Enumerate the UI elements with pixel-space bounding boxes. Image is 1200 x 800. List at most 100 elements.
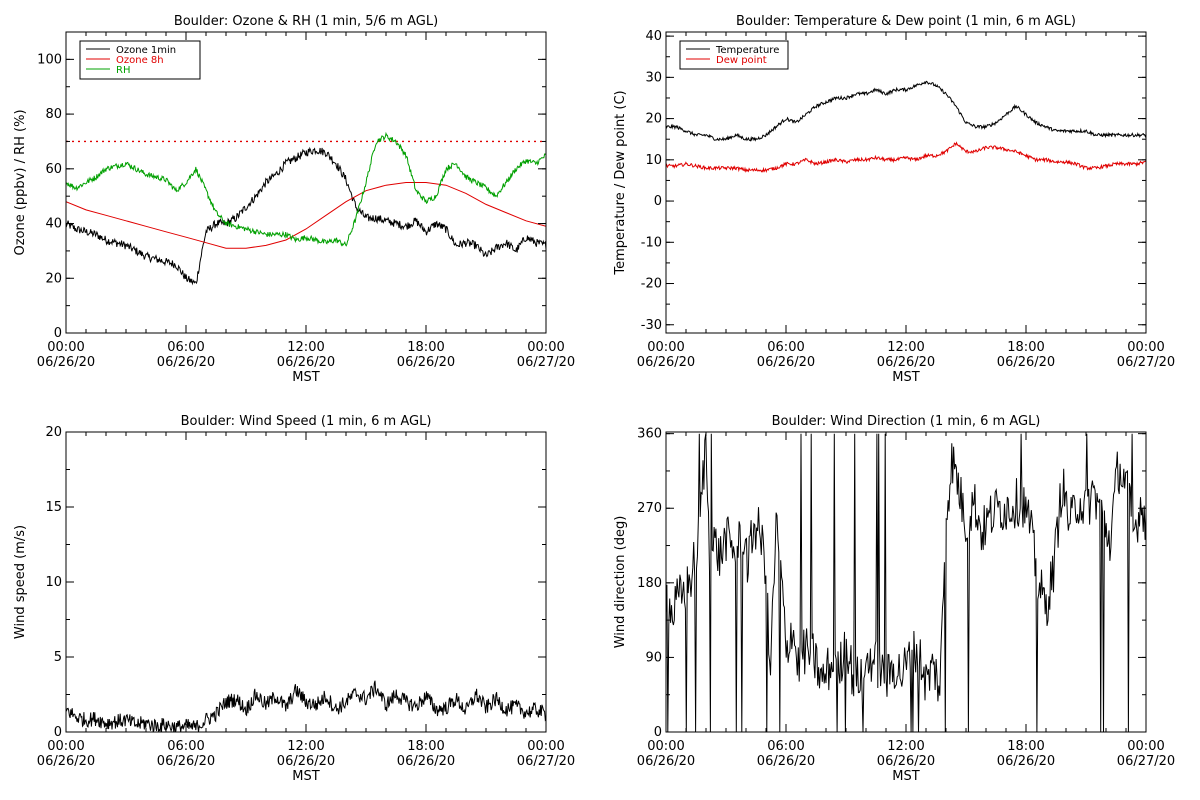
chart-panel-temp_dew: Boulder: Temperature & Dew point (1 min,… xyxy=(613,14,1175,385)
x-tick-date: 06/26/20 xyxy=(157,754,215,769)
series-line-1 xyxy=(66,182,546,249)
chart-title: Boulder: Wind Speed (1 min, 6 m AGL) xyxy=(181,414,432,429)
x-tick-date: 06/26/20 xyxy=(877,754,935,769)
y-tick-label: 0 xyxy=(654,194,662,209)
x-tick-time: 12:00 xyxy=(887,340,924,355)
series-line-0 xyxy=(666,433,1146,732)
y-tick-label: 0 xyxy=(54,326,62,341)
x-tick-time: 12:00 xyxy=(287,340,324,355)
x-tick-date: 06/26/20 xyxy=(637,355,695,370)
plot-frame xyxy=(665,31,1147,334)
x-tick-time: 12:00 xyxy=(287,739,324,754)
x-tick-date: 06/26/20 xyxy=(757,355,815,370)
x-tick-time: 06:00 xyxy=(167,739,204,754)
x-tick-time: 00:00 xyxy=(527,739,564,754)
x-axis-label: MST xyxy=(292,370,319,385)
x-tick-date: 06/26/20 xyxy=(637,754,695,769)
y-tick-label: 20 xyxy=(45,425,62,440)
legend-box xyxy=(679,40,789,70)
y-tick-label: 10 xyxy=(45,575,62,590)
y-axis-label: Wind direction (deg) xyxy=(613,516,628,649)
chart-title: Boulder: Ozone & RH (1 min, 5/6 m AGL) xyxy=(174,14,438,29)
x-tick-date: 06/26/20 xyxy=(757,754,815,769)
series-line-0 xyxy=(66,146,546,286)
y-tick-label: -10 xyxy=(641,235,662,250)
x-tick-time: 00:00 xyxy=(527,340,564,355)
x-tick-date: 06/26/20 xyxy=(997,754,1055,769)
y-tick-label: 0 xyxy=(54,725,62,740)
x-tick-time: 18:00 xyxy=(407,739,444,754)
x-tick-date: 06/26/20 xyxy=(277,754,335,769)
y-tick-label: 5 xyxy=(54,650,62,665)
series-line-2 xyxy=(66,131,546,247)
x-tick-date: 06/26/20 xyxy=(37,754,95,769)
y-tick-label: -20 xyxy=(641,277,662,292)
legend-label: Ozone 8h xyxy=(116,55,164,66)
x-tick-time: 18:00 xyxy=(1007,739,1044,754)
chart-panel-wind_dir: Boulder: Wind Direction (1 min, 6 m AGL)… xyxy=(613,414,1175,784)
series-line-0 xyxy=(666,80,1146,142)
y-tick-label: 20 xyxy=(645,112,662,127)
x-tick-time: 18:00 xyxy=(1007,340,1044,355)
x-tick-time: 00:00 xyxy=(47,739,84,754)
x-tick-date: 06/26/20 xyxy=(397,754,455,769)
plot-frame xyxy=(665,431,1147,733)
y-tick-label: 180 xyxy=(637,576,662,591)
x-tick-time: 00:00 xyxy=(647,739,684,754)
x-axis-label: MST xyxy=(892,769,919,784)
chart-panel-wind_speed: Boulder: Wind Speed (1 min, 6 m AGL) 0 5 10… xyxy=(13,414,575,784)
x-tick-date: 06/27/20 xyxy=(517,355,575,370)
x-axis-label: MST xyxy=(892,370,919,385)
x-tick-date: 06/27/20 xyxy=(517,754,575,769)
legend-box xyxy=(79,40,201,80)
y-tick-label: 100 xyxy=(37,52,62,67)
y-tick-label: 30 xyxy=(645,70,662,85)
y-axis-label: Temperature / Dew point (C) xyxy=(613,90,628,275)
y-tick-label: 15 xyxy=(45,500,62,515)
x-tick-time: 00:00 xyxy=(1127,739,1164,754)
x-tick-date: 06/26/20 xyxy=(277,355,335,370)
x-tick-time: 18:00 xyxy=(407,340,444,355)
legend-label: Ozone 1min xyxy=(116,45,176,56)
x-tick-date: 06/26/20 xyxy=(157,355,215,370)
x-tick-date: 06/27/20 xyxy=(1117,754,1175,769)
x-tick-date: 06/26/20 xyxy=(397,355,455,370)
y-tick-label: 60 xyxy=(45,162,62,177)
x-tick-time: 00:00 xyxy=(47,340,84,355)
plot-area xyxy=(66,131,546,286)
series-line-0 xyxy=(66,680,546,732)
x-tick-time: 00:00 xyxy=(1127,340,1164,355)
y-axis-label: Ozone (ppbv) / RH (%) xyxy=(13,109,28,255)
y-tick-label: 20 xyxy=(45,271,62,286)
chart-title: Boulder: Temperature & Dew point (1 min,… xyxy=(736,14,1076,29)
plot-area xyxy=(666,80,1146,174)
y-tick-label: 80 xyxy=(45,107,62,122)
x-axis-label: MST xyxy=(292,769,319,784)
y-axis-label: Wind speed (m/s) xyxy=(13,525,28,639)
x-tick-time: 06:00 xyxy=(167,340,204,355)
x-tick-date: 06/26/20 xyxy=(877,355,935,370)
chart-panel-ozone_rh: Boulder: Ozone & RH (1 min, 5/6 m AGL) 0 2… xyxy=(13,14,575,385)
x-tick-date: 06/26/20 xyxy=(37,355,95,370)
x-tick-date: 06/26/20 xyxy=(997,355,1055,370)
x-tick-time: 12:00 xyxy=(887,739,924,754)
y-tick-label: 0 xyxy=(654,725,662,740)
y-tick-label: 10 xyxy=(645,153,662,168)
legend-label: Temperature xyxy=(715,45,779,56)
y-tick-label: 270 xyxy=(637,501,662,516)
series-line-1 xyxy=(666,141,1146,174)
chart-title: Boulder: Wind Direction (1 min, 6 m AGL) xyxy=(772,414,1041,429)
y-tick-label: 90 xyxy=(645,650,662,665)
y-tick-label: 40 xyxy=(645,29,662,44)
y-tick-label: -30 xyxy=(641,318,662,333)
plot-area xyxy=(666,433,1146,732)
legend-label: Dew point xyxy=(716,55,767,66)
y-tick-label: 360 xyxy=(637,427,662,442)
legend-label: RH xyxy=(116,65,130,76)
x-tick-time: 00:00 xyxy=(647,340,684,355)
y-tick-label: 40 xyxy=(45,217,62,232)
plot-frame xyxy=(65,431,547,733)
plot-area xyxy=(66,680,546,732)
x-tick-date: 06/27/20 xyxy=(1117,355,1175,370)
